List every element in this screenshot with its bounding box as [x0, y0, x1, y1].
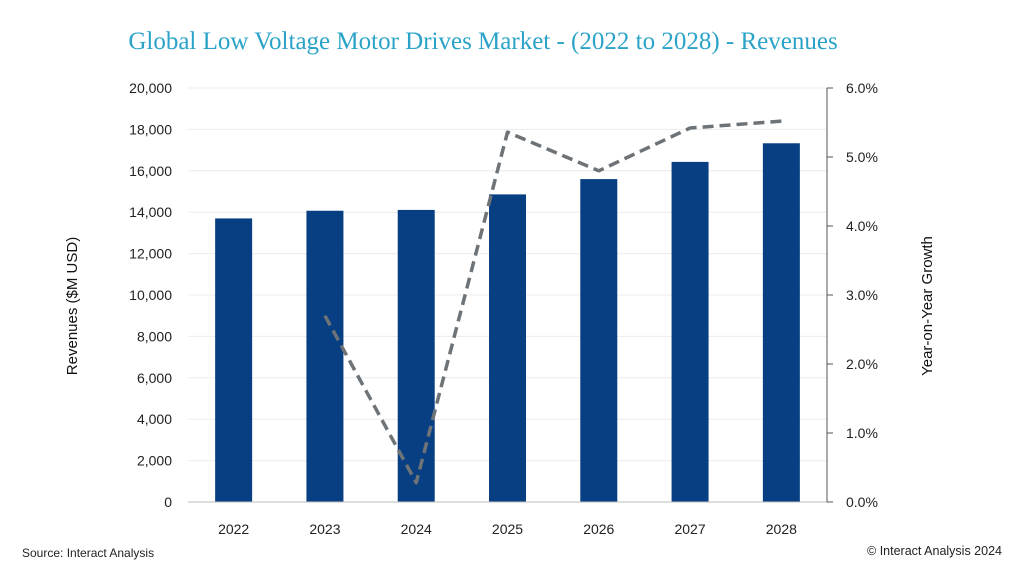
- y-tick-label: 8,000: [137, 328, 172, 344]
- y-right-tick-label: 1.0%: [846, 425, 878, 441]
- y-tick-label: 12,000: [129, 246, 172, 262]
- x-tick-label: 2028: [766, 521, 797, 537]
- bar: [762, 143, 800, 503]
- y-right-tick-label: 0.0%: [846, 494, 878, 510]
- y-right-tick-label: 2.0%: [846, 356, 878, 372]
- source-note: Source: Interact Analysis: [22, 546, 155, 560]
- x-tick-label: 2025: [492, 521, 523, 537]
- y-tick-label: 16,000: [129, 163, 172, 179]
- y-right-tick-label: 5.0%: [846, 149, 878, 165]
- y-right-tick-label: 6.0%: [846, 80, 878, 96]
- x-tick-label: 2026: [583, 521, 614, 537]
- y-tick-label: 18,000: [129, 121, 172, 137]
- y-tick-label: 4,000: [137, 411, 172, 427]
- y-tick-label: 6,000: [137, 370, 172, 386]
- y-axis-label: Revenues ($M USD): [64, 237, 81, 375]
- x-tick-label: 2027: [674, 521, 705, 537]
- y-right-tick-label: 3.0%: [846, 287, 878, 303]
- growth-line: [323, 119, 782, 485]
- y-tick-label: 14,000: [129, 204, 172, 220]
- x-tick-label: 2024: [401, 521, 432, 537]
- bar: [397, 209, 435, 502]
- chart-title: Global Low Voltage Motor Drives Market -…: [128, 28, 838, 55]
- y-right-tick-label: 4.0%: [846, 218, 878, 234]
- y-axis-right-label: Year-on-Year Growth: [919, 236, 936, 376]
- copyright-note: © Interact Analysis 2024: [867, 544, 1002, 558]
- bar: [215, 218, 253, 502]
- bar: [580, 179, 618, 502]
- tick-labels: 0 2,000 4,000 6,000 8,000 10,000 12,000 14,000 1…: [129, 80, 878, 537]
- x-tick-label: 2023: [309, 521, 340, 537]
- y-tick-label: 0: [164, 494, 172, 510]
- bar: [671, 161, 709, 503]
- y-tick-label: 20,000: [129, 80, 172, 96]
- x-tick-label: 2022: [218, 521, 249, 537]
- axes: [188, 87, 833, 503]
- bar: [306, 210, 344, 502]
- bar-series: [215, 143, 800, 503]
- y-tick-label: 10,000: [129, 287, 172, 303]
- bar: [489, 194, 526, 502]
- growth-line-series: [323, 119, 782, 485]
- y-tick-label: 2,000: [137, 453, 172, 469]
